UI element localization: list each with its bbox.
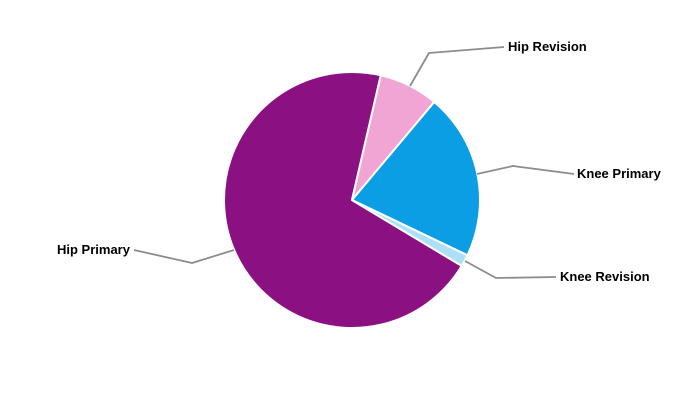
pie-label-hip-revision: Hip Revision (508, 39, 587, 54)
pie-slice-knee-revision (351, 199, 469, 267)
leader-line-knee-primary (476, 165, 575, 175)
leader-line-knee-revision (464, 260, 557, 279)
leader-line-hip-revision (409, 46, 505, 87)
pie-label-knee-revision: Knee Revision (560, 269, 650, 284)
leader-line-hip-primary (133, 249, 235, 264)
pie-label-hip-primary: Hip Primary (57, 242, 130, 257)
pie-label-knee-primary: Knee Primary (577, 166, 661, 181)
pie-slice-hip-primary (223, 71, 463, 329)
pie-slice-knee-primary (351, 100, 481, 257)
